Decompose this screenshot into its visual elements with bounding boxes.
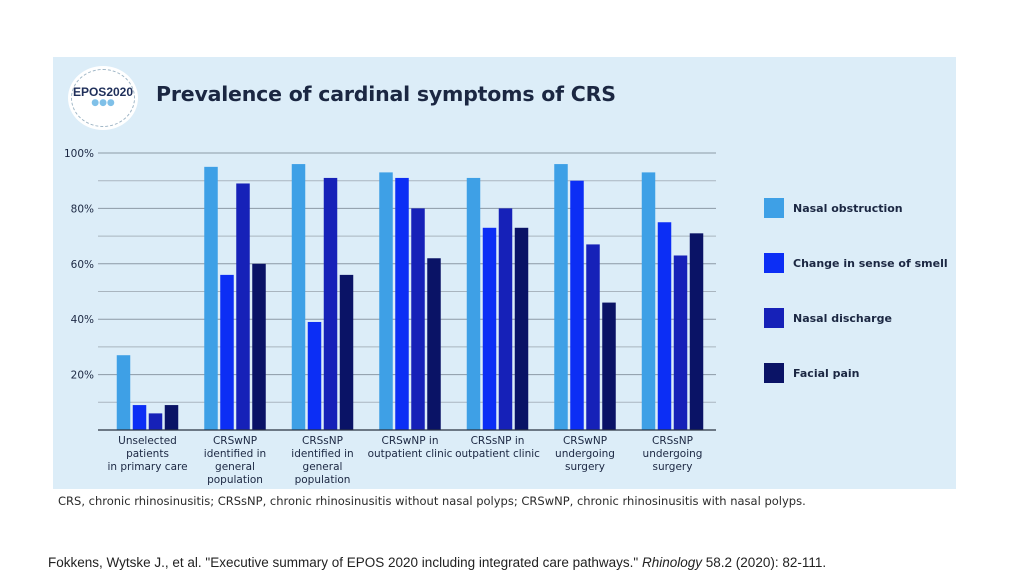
bar	[689, 233, 704, 430]
legend-swatch	[764, 198, 784, 218]
bar	[116, 355, 131, 430]
source-citation: Fokkens, Wytske J., et al. "Executive su…	[48, 555, 826, 570]
bar	[514, 227, 529, 430]
legend-item: Nasal discharge	[764, 308, 892, 328]
y-tick-label: 100%	[64, 148, 94, 160]
bar	[482, 227, 497, 430]
x-tick-label: CRSwNP in outpatient clinic	[368, 435, 453, 460]
bar	[427, 258, 441, 430]
legend-swatch	[764, 308, 784, 328]
bar	[586, 244, 600, 430]
y-tick-label: 80%	[71, 203, 94, 215]
x-tick-label: Unselected patients in primary care	[107, 435, 187, 473]
citation-journal: Rhinology	[641, 555, 703, 570]
legend-swatch	[764, 363, 784, 383]
chart-title: Prevalence of cardinal symptoms of CRS	[156, 82, 616, 106]
logo-text: EPOS2020	[72, 84, 134, 99]
legend-label: Nasal obstruction	[793, 201, 903, 215]
x-tick-label: CRSsNP undergoing surgery	[643, 435, 703, 473]
x-tick-label: CRSwNP undergoing surgery	[555, 435, 615, 473]
legend-item: Change in sense of smell	[764, 253, 948, 273]
x-tick-label: CRSsNP identified in general population	[291, 435, 353, 486]
citation-authors-title: Fokkens, Wytske J., et al. "Executive su…	[48, 555, 642, 570]
bar	[291, 164, 306, 430]
bar	[323, 177, 338, 430]
bar	[498, 208, 513, 430]
bar	[554, 164, 568, 430]
legend-item: Nasal obstruction	[764, 198, 903, 218]
bar	[220, 274, 234, 430]
legend-swatch	[764, 253, 784, 273]
citation-volume-pages: 58.2 (2020): 82-111.	[702, 555, 827, 570]
y-tick-label: 60%	[71, 259, 94, 271]
legend-label: Change in sense of smell	[793, 256, 948, 270]
abbreviation-footnote: CRS, chronic rhinosinusitis; CRSsNP, chr…	[58, 494, 806, 508]
bar	[204, 166, 218, 430]
bar	[395, 177, 409, 430]
bar	[379, 172, 393, 430]
bar	[132, 405, 147, 430]
logo-drops-icon: ●●●	[91, 97, 115, 108]
bar	[673, 255, 688, 430]
bar	[164, 405, 179, 430]
legend-label: Nasal discharge	[793, 311, 892, 325]
epos-logo: EPOS2020 ●●●	[68, 66, 138, 130]
bar	[236, 183, 250, 430]
bar	[602, 302, 616, 430]
bar	[570, 180, 584, 430]
y-tick-label: 40%	[71, 314, 94, 326]
bar	[148, 413, 163, 430]
bar	[641, 172, 656, 430]
bar	[411, 208, 425, 430]
logo-ring	[71, 69, 135, 127]
bar	[252, 263, 266, 430]
x-tick-label: CRSwNP identified in general population	[204, 435, 266, 486]
y-tick-label: 20%	[71, 370, 94, 382]
bar	[307, 321, 322, 430]
bar	[466, 177, 481, 430]
bar	[657, 222, 672, 430]
bar	[339, 274, 354, 430]
legend-label: Facial pain	[793, 366, 860, 380]
legend-item: Facial pain	[764, 363, 860, 383]
x-tick-label: CRSsNP in outpatient clinic	[455, 435, 540, 460]
